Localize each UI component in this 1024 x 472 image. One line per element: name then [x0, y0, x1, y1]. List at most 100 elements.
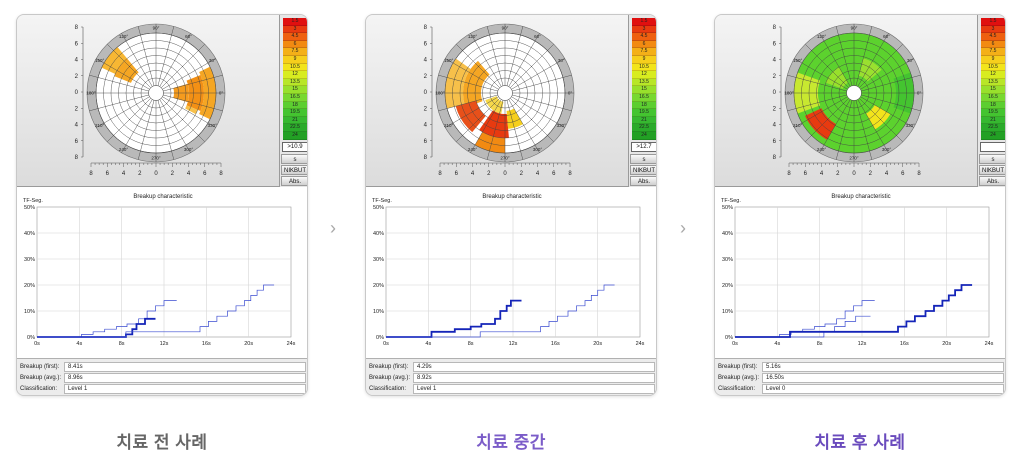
- spoke-line: [121, 33, 153, 87]
- breakup-avg-label: Breakup (avg.):: [718, 375, 760, 381]
- y-tick-label: 10%: [373, 309, 384, 315]
- y-tick-label: 30%: [24, 257, 35, 263]
- spoke-line: [857, 33, 889, 87]
- y-tick-label: 6: [424, 41, 428, 47]
- angle-label: 30°: [558, 58, 565, 63]
- breakup-graph-area: Breakup characteristic TF-Seg. 0% 10% 20% 30%…: [715, 187, 1005, 359]
- y-tick-label: 4: [75, 58, 79, 64]
- angle-label: 150°: [793, 58, 803, 63]
- scale-swatch: 4.5: [981, 33, 1005, 41]
- abs-button[interactable]: Abs.: [281, 176, 307, 186]
- y-tick-label: 2: [424, 74, 428, 80]
- scale-swatch: 7.5: [981, 48, 1005, 56]
- y-tick-label: 20%: [722, 283, 733, 289]
- graph-title: Breakup characteristic: [133, 194, 192, 200]
- x-tick-label: 8: [917, 171, 921, 177]
- threshold-box: >12.7: [631, 142, 656, 152]
- scale-swatch: 9: [632, 56, 656, 64]
- y-tick-label: 8: [75, 155, 79, 161]
- angle-label: 240°: [817, 147, 827, 152]
- angle-label: 150°: [95, 58, 105, 63]
- classification-value: Level 1: [413, 384, 655, 394]
- breakup-first-row: Breakup (first): 5.16s: [718, 362, 1004, 372]
- spoke-line: [470, 33, 502, 87]
- panel-before-treatment: 0° 30° 60° 90° 120° 150° 180° 210° 240° 270° 300° 3…: [16, 14, 308, 396]
- scale-swatch: 10.5: [981, 63, 1005, 72]
- x-tick-label: 2: [520, 171, 524, 177]
- nikbut-button[interactable]: NIKBUT: [979, 165, 1005, 175]
- spoke-line: [89, 94, 149, 112]
- breakup-series-bold: [386, 299, 522, 338]
- unit-button[interactable]: s: [281, 154, 307, 164]
- nikbut-button[interactable]: NIKBUT: [630, 165, 656, 175]
- spoke-line: [438, 74, 498, 92]
- y-tick-label: 8: [75, 25, 79, 31]
- chevron-right-icon: ›: [680, 218, 686, 238]
- scale-swatch: 15: [283, 86, 307, 94]
- x-tick-label: 8: [568, 171, 572, 177]
- unit-button[interactable]: s: [979, 154, 1005, 164]
- color-scale: 1.5 3 4.5 6 7.5 9 10.5 12 13.5 15 16.5 18 19.5 21 22.5…: [628, 15, 656, 187]
- scale-swatch: 18: [283, 101, 307, 110]
- spoke-line: [855, 26, 873, 86]
- angle-label: 300°: [533, 147, 543, 152]
- classification-label: Classification:: [718, 386, 756, 392]
- spoke-line: [89, 74, 149, 92]
- spoke-line: [860, 96, 914, 128]
- y-tick-label: 4: [773, 123, 777, 129]
- abs-button[interactable]: Abs.: [630, 176, 656, 186]
- spoke-line: [107, 44, 151, 88]
- classification-row: Classification: Level 0: [718, 384, 1004, 394]
- scale-swatch: 16.5: [283, 94, 307, 102]
- scale-swatch: 4.5: [632, 33, 656, 41]
- angle-label: 120°: [468, 34, 478, 39]
- scale-swatch: 9: [283, 56, 307, 64]
- angle-label: 60°: [185, 34, 192, 39]
- classification-value: Level 0: [762, 384, 1004, 394]
- x-tick-label: 16s: [900, 341, 909, 347]
- spoke-line: [510, 98, 554, 142]
- angle-label: 120°: [817, 34, 827, 39]
- tear-map-area: 0° 30° 60° 90° 120° 150° 180° 210° 240° 270° 300° 3…: [366, 15, 656, 187]
- x-tick-label: 0: [852, 171, 856, 177]
- abs-button[interactable]: Abs.: [979, 176, 1005, 186]
- y-tick-label: 2: [773, 106, 777, 112]
- angle-label: 30°: [907, 58, 914, 63]
- y-tick-label: 4: [773, 58, 777, 64]
- breakup-avg-value: 8.96s: [64, 373, 306, 383]
- spoke-line: [96, 58, 150, 90]
- spoke-line: [163, 74, 223, 92]
- scale-swatch: 18: [632, 101, 656, 110]
- y-tick-label: 0: [424, 90, 428, 96]
- x-tick-label: 20s: [244, 341, 253, 347]
- breakup-avg-row: Breakup (avg.): 8.96s: [20, 373, 306, 383]
- scale-swatch: 24: [981, 132, 1005, 140]
- tear-map-cell: [805, 108, 836, 140]
- y-tick-label: 40%: [722, 231, 733, 237]
- x-tick-label: 4: [471, 171, 475, 177]
- spoke-line: [787, 94, 847, 112]
- y-tick-label: 2: [75, 74, 79, 80]
- angle-label: 180°: [86, 91, 96, 96]
- spoke-line: [819, 33, 851, 87]
- breakup-first-value: 5.16s: [762, 362, 1004, 372]
- scale-swatch: 22.5: [283, 124, 307, 132]
- breakup-first-value: 4.29s: [413, 362, 655, 372]
- spoke-line: [805, 98, 849, 142]
- x-tick-label: 4: [187, 171, 191, 177]
- x-tick-label: 24s: [985, 341, 994, 347]
- angle-label: 150°: [444, 58, 454, 63]
- spoke-line: [860, 58, 914, 90]
- scale-swatch: 7.5: [283, 48, 307, 56]
- nikbut-button[interactable]: NIKBUT: [281, 165, 307, 175]
- spoke-line: [861, 74, 921, 92]
- angle-label: 0°: [219, 91, 224, 96]
- x-tick-label: 20s: [593, 341, 602, 347]
- caption-mid-treatment: 치료 중간: [476, 433, 546, 452]
- unit-button[interactable]: s: [630, 154, 656, 164]
- breakup-first-row: Breakup (first): 8.41s: [20, 362, 306, 372]
- breakup-first-row: Breakup (first): 4.29s: [369, 362, 655, 372]
- graph-title: Breakup characteristic: [482, 194, 541, 200]
- scale-swatch: 1.5: [981, 18, 1005, 26]
- spoke-line: [121, 99, 153, 153]
